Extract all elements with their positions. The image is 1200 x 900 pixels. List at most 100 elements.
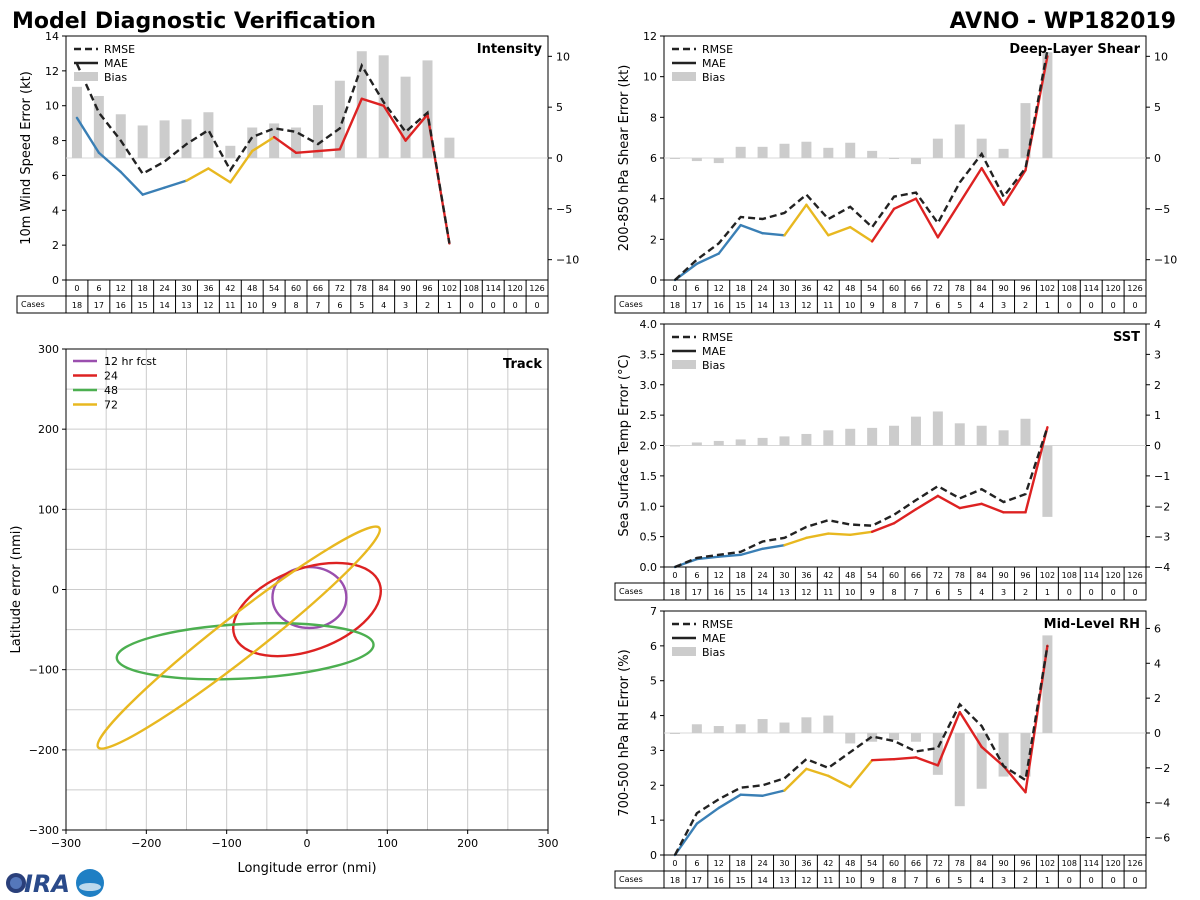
intensity-hour-label: 42	[225, 284, 235, 293]
intensity-bias-bar	[269, 123, 280, 158]
shear-mae-segment	[739, 223, 764, 235]
intensity-hour-label: 30	[181, 284, 191, 293]
rh-case-count: 6	[935, 876, 940, 885]
intensity-cases-row	[16, 295, 549, 314]
sst-mae-segment	[827, 532, 852, 537]
rh-mae-segment	[958, 710, 983, 749]
intensity-bias-bar	[71, 86, 82, 158]
intensity-ytick-label: 4	[52, 204, 59, 217]
sst-hour-label: 18	[736, 571, 746, 580]
sst-mae-segment	[892, 508, 918, 525]
rh-bias-bar	[998, 733, 1009, 777]
rh-mae-segment	[783, 767, 808, 792]
sst-bias-bar	[713, 440, 724, 446]
legend-rmse-label: RMSE	[104, 43, 135, 56]
rh-hour-label: 0	[672, 859, 677, 868]
track-xtick-label: −100	[212, 837, 242, 850]
rh-bias-bar	[932, 733, 943, 775]
intensity-bias-bar	[137, 125, 148, 158]
intensity-hour-label: 6	[96, 284, 101, 293]
shear-bias-bar	[779, 143, 790, 158]
shear-bias-bar	[932, 138, 943, 158]
shear-mae-segment	[1002, 168, 1027, 206]
intensity-y2tick-label: −10	[556, 254, 579, 267]
shear-case-count: 5	[957, 301, 962, 310]
rh-y2tick-label: 2	[1154, 692, 1161, 705]
track-ellipse-3	[115, 621, 375, 681]
sst-cases-label: Cases	[619, 587, 643, 596]
shear-y2tick-label: 0	[1154, 152, 1161, 165]
rh-hour-label: 78	[955, 859, 965, 868]
intensity-hour-label: 66	[313, 284, 323, 293]
sst-y2tick-label: 0	[1154, 440, 1161, 453]
legend-bias-label: Bias	[702, 646, 725, 659]
rh-hour-label: 84	[977, 859, 987, 868]
rh-case-count: 0	[1111, 876, 1116, 885]
sst-hour-label: 0	[672, 571, 677, 580]
track-ytick-label: 100	[38, 503, 59, 516]
sst-ytick-label: 0.0	[640, 561, 658, 574]
sst-ytick-label: 4.0	[640, 318, 658, 331]
legend-bias-swatch	[672, 72, 696, 81]
track-ellipse-4	[96, 525, 382, 750]
intensity-mae-segment	[316, 148, 342, 153]
shear-ytick-label: 12	[643, 30, 657, 43]
rh-hour-label: 24	[757, 859, 767, 868]
rh-hour-label: 120	[1105, 859, 1120, 868]
intensity-case-count: 2	[425, 301, 430, 310]
shear-y2tick-label: 10	[1154, 50, 1168, 63]
intensity-ylabel: 10m Wind Speed Error (kt)	[19, 71, 34, 245]
legend-mae-label: MAE	[702, 632, 726, 645]
legend-bias-swatch	[672, 360, 696, 369]
rh-mae-segment	[1002, 764, 1027, 794]
shear-bias-bar	[845, 142, 856, 158]
shear-case-count: 16	[714, 301, 724, 310]
shear-case-count: 11	[823, 301, 833, 310]
shear-case-count: 6	[935, 301, 940, 310]
sst-hour-label: 6	[694, 571, 699, 580]
rh-cases-label: Cases	[619, 875, 643, 884]
intensity-hour-label: 48	[247, 284, 257, 293]
shear-case-count: 12	[801, 301, 811, 310]
figure-title: Model Diagnostic Verification	[12, 9, 376, 34]
intensity-mae-segment	[163, 179, 188, 189]
rh-mae-segment	[849, 758, 874, 789]
shear-case-count: 2	[1023, 301, 1028, 310]
rh-case-count: 2	[1023, 876, 1028, 885]
sst-bias-bar	[910, 416, 921, 446]
sst-ytick-label: 3.0	[640, 379, 658, 392]
sst-hour-label: 36	[801, 571, 811, 580]
track-xtick-label: −200	[131, 837, 161, 850]
rh-case-count: 13	[779, 876, 789, 885]
track-legend-label: 48	[104, 384, 118, 397]
intensity-case-count: 16	[116, 301, 126, 310]
sst-hour-label: 120	[1105, 571, 1120, 580]
shear-bias-bar	[1020, 103, 1031, 158]
shear-ytick-label: 0	[650, 274, 657, 287]
rh-hour-label: 18	[736, 859, 746, 868]
sst-case-count: 17	[692, 588, 702, 597]
shear-mae-segment	[783, 203, 808, 237]
rh-bias-bar	[713, 726, 724, 733]
intensity-mae-segment	[229, 149, 254, 184]
track-xlabel: Longitude error (nmi)	[237, 861, 376, 876]
track-ytick-label: 200	[38, 423, 59, 436]
intensity-ytick-label: 0	[52, 274, 59, 287]
intensity-case-count: 12	[203, 301, 213, 310]
intensity-case-count: 10	[247, 301, 257, 310]
intensity-mae-segment	[382, 104, 407, 142]
intensity-hour-label: 60	[291, 284, 301, 293]
sst-case-count: 6	[935, 588, 940, 597]
shear-hour-label: 60	[889, 284, 899, 293]
rh-case-count: 18	[670, 876, 680, 885]
shear-case-count: 4	[979, 301, 984, 310]
sst-case-count: 3	[1001, 588, 1006, 597]
shear-case-count: 9	[870, 301, 875, 310]
rh-hour-label: 42	[823, 859, 833, 868]
sst-hour-label: 54	[867, 571, 877, 580]
shear-bias-bar	[713, 158, 724, 164]
shear-bias-bar	[823, 147, 834, 158]
shear-hour-label: 6	[694, 284, 699, 293]
